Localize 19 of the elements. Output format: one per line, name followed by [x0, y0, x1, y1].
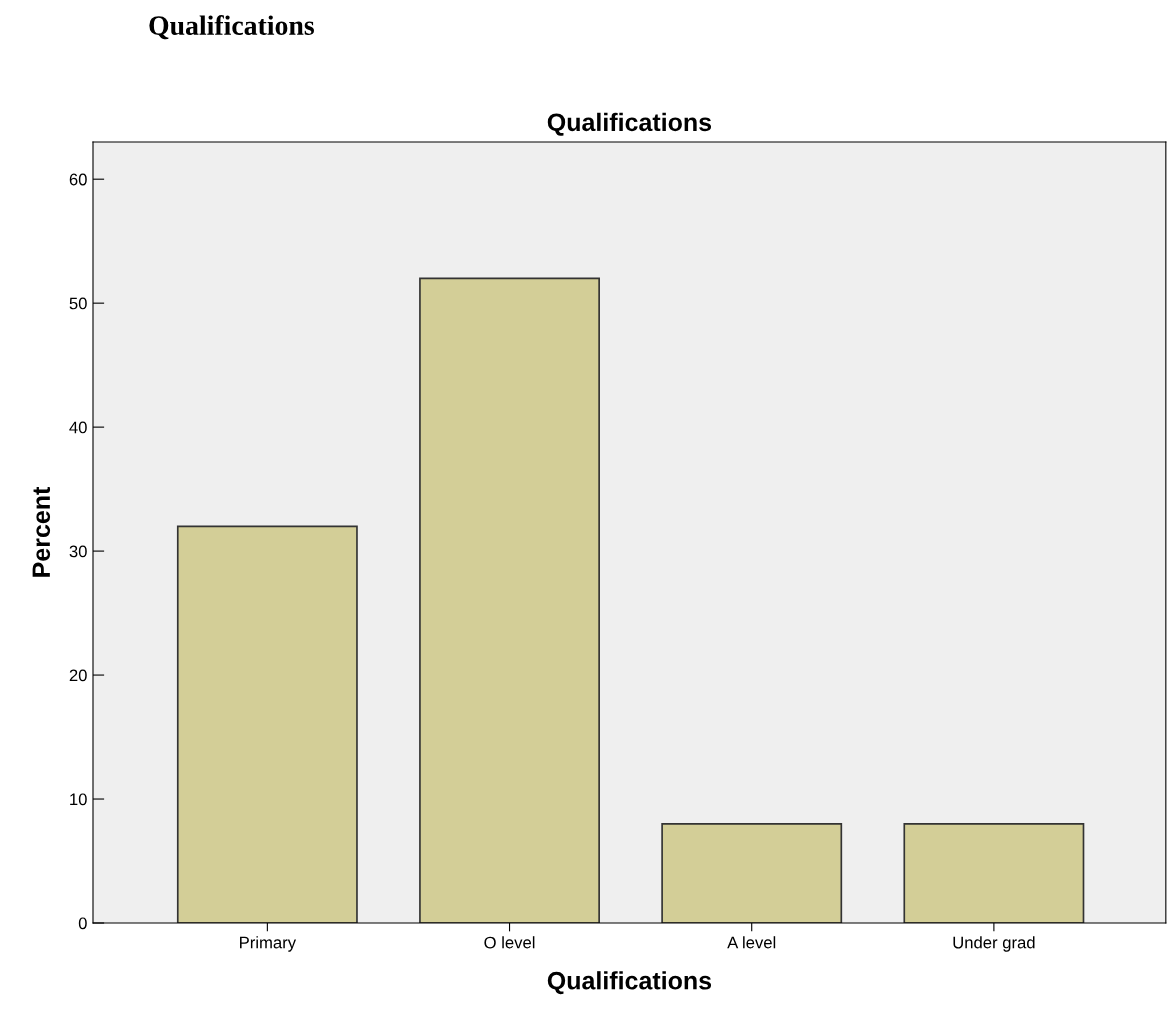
bar — [903, 822, 1085, 923]
x-axis-title: Qualifications — [547, 971, 712, 995]
text: Qualifications — [149, 15, 314, 40]
x-tick-label: Under grad — [953, 936, 1035, 952]
y-tick-label: 10 — [70, 793, 87, 806]
x-tick-label: O level — [484, 936, 535, 949]
y-tick-label: 50 — [69, 297, 87, 310]
bar — [661, 822, 843, 923]
bar — [176, 525, 358, 923]
y-tick-label: 40 — [69, 421, 87, 434]
x-tick-label: Primary — [240, 936, 297, 952]
y-tick-label: 0 — [78, 917, 87, 930]
y-tick-label: 20 — [69, 669, 87, 682]
y-axis-title: Percent — [32, 486, 51, 577]
y-tick-label: 60 — [69, 173, 87, 186]
chart-title: Qualifications — [547, 112, 712, 136]
y-tick-label: 30 — [69, 545, 87, 558]
bar — [419, 277, 600, 923]
x-tick-label: A level — [727, 936, 776, 949]
